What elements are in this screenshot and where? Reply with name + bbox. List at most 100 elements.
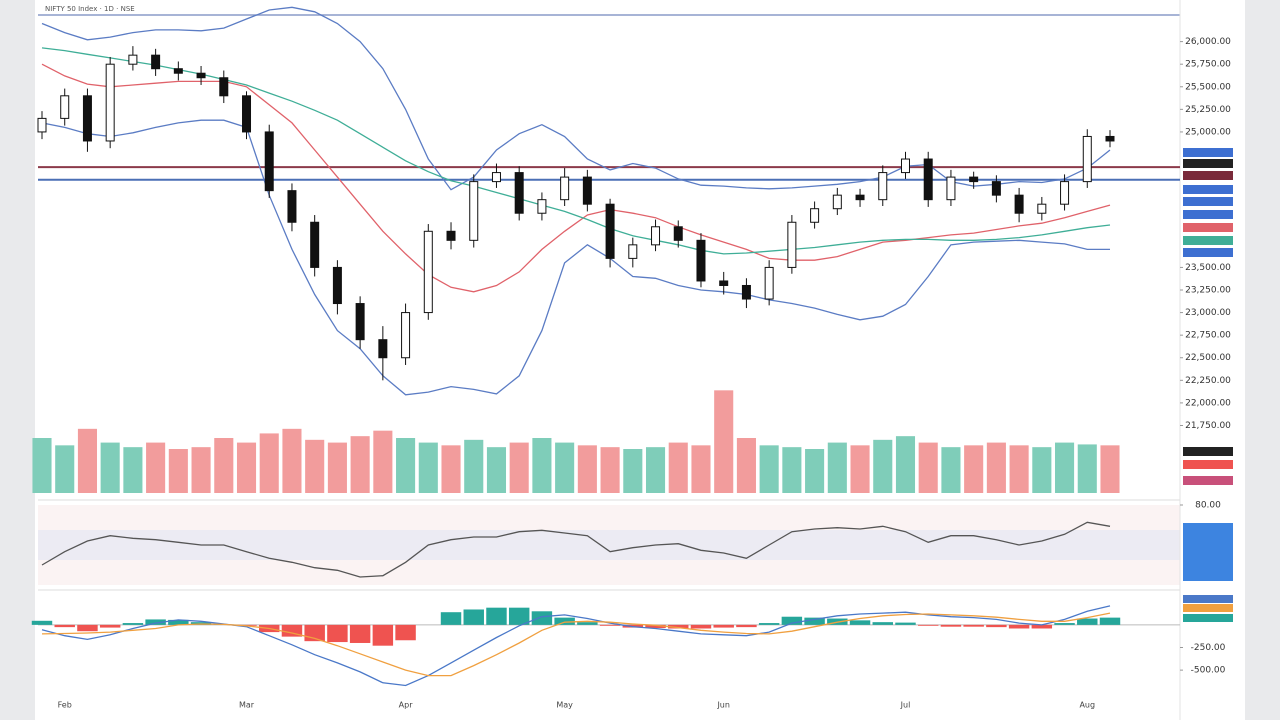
histogram-bar [1099, 617, 1121, 625]
badge [1183, 236, 1233, 245]
histogram-bar [554, 617, 575, 625]
volume-bar [691, 445, 711, 493]
volume-bar [464, 439, 484, 493]
chart-title: NIFTY 50 Index · 1D · NSE [45, 5, 135, 13]
candle-body [855, 194, 865, 201]
volume-bar [168, 449, 188, 493]
candle-body [219, 77, 229, 97]
candle-body [82, 95, 92, 142]
histogram-bar [713, 624, 734, 628]
histogram-bar [531, 611, 553, 625]
x-tick-label: Apr [399, 701, 414, 710]
histogram-bar [758, 623, 780, 625]
candle-body [446, 230, 456, 241]
y-tick-label: 23,000.00 [1185, 308, 1231, 318]
volume-bar [986, 442, 1006, 493]
histogram-bar [895, 622, 916, 625]
histogram-bar [281, 624, 303, 637]
y-tick-label: 22,750.00 [1185, 331, 1231, 341]
volume-bar [236, 442, 257, 493]
histogram-bar [31, 620, 53, 625]
volume-bar [305, 439, 325, 493]
y-tick-label: 80.00 [1195, 501, 1221, 511]
candle-body [582, 176, 592, 205]
histogram-bar [122, 623, 144, 625]
candle-body [355, 303, 365, 341]
histogram-bar [77, 624, 98, 632]
volume-bar [895, 436, 916, 493]
volume-bar [77, 428, 97, 493]
volume-bar [32, 438, 52, 493]
candle-body [1105, 135, 1115, 142]
volume-bar [759, 445, 779, 493]
volume-bar [441, 445, 461, 493]
y-tick-label: -500.00 [1191, 666, 1226, 676]
x-tick-label: Jul [900, 701, 911, 710]
volume-bar [418, 442, 438, 493]
rsi-line [41, 521, 1111, 578]
histogram-bar [668, 624, 689, 629]
candle-body [151, 54, 161, 70]
badge [1183, 159, 1233, 168]
badge [1183, 476, 1233, 485]
volume-bar [623, 449, 643, 493]
candle-body [423, 230, 433, 314]
histogram-bar [508, 607, 530, 625]
candle-body [310, 221, 320, 268]
candle-body [128, 54, 138, 65]
histogram-bar [327, 624, 348, 643]
volume-bar [941, 447, 961, 493]
candle-body [105, 63, 115, 142]
volume-bar [327, 442, 347, 493]
candle-body [764, 266, 774, 300]
histogram-bar [372, 624, 394, 646]
badge [1183, 171, 1233, 180]
chart-background [35, 0, 1245, 720]
badge [1183, 148, 1233, 157]
y-tick-label: 22,500.00 [1185, 353, 1231, 363]
histogram-bar [145, 619, 166, 625]
volume-bar [214, 438, 234, 493]
volume-bar [396, 438, 416, 493]
volume-bar [373, 430, 393, 493]
histogram-bar [963, 624, 984, 627]
candle-body [991, 181, 1001, 196]
macd-line [41, 605, 1111, 687]
histogram-bar [486, 607, 507, 625]
rsi-band [38, 530, 1180, 560]
histogram-bar [736, 624, 757, 628]
histogram-bar [986, 624, 1007, 628]
volume-bar [1100, 445, 1120, 493]
y-tick-label: 25,500.00 [1185, 82, 1231, 92]
candle-body [264, 131, 274, 192]
y-tick-label: 23,500.00 [1185, 263, 1231, 273]
x-tick-label: May [556, 701, 573, 710]
volume-bar [100, 442, 120, 493]
candle-body [923, 158, 933, 201]
candle-body [946, 176, 956, 201]
volume-bar [123, 447, 143, 493]
histogram-bar [99, 624, 121, 628]
badge [1183, 223, 1233, 232]
candle-body [628, 244, 638, 259]
candle-body [196, 72, 206, 79]
y-tick-label: 22,250.00 [1185, 376, 1231, 386]
badge [1183, 248, 1233, 257]
candle-body [1014, 194, 1024, 214]
candle-body [37, 117, 47, 133]
histogram-bar [781, 616, 803, 625]
volume-bar [1009, 445, 1029, 493]
candle-body [787, 221, 797, 268]
volume-bar [827, 442, 847, 493]
volume-bar [600, 447, 620, 493]
histogram-bar [1008, 624, 1030, 629]
histogram-bar [1077, 618, 1098, 625]
badge [1183, 210, 1233, 219]
y-tick-label: 25,000.00 [1185, 127, 1231, 137]
x-tick-label: Mar [239, 701, 255, 710]
y-tick-label: 22,000.00 [1185, 398, 1231, 408]
candle-body [469, 181, 479, 241]
candle-body [332, 266, 342, 305]
histogram-bar [599, 624, 621, 626]
candle-body [1060, 181, 1070, 205]
